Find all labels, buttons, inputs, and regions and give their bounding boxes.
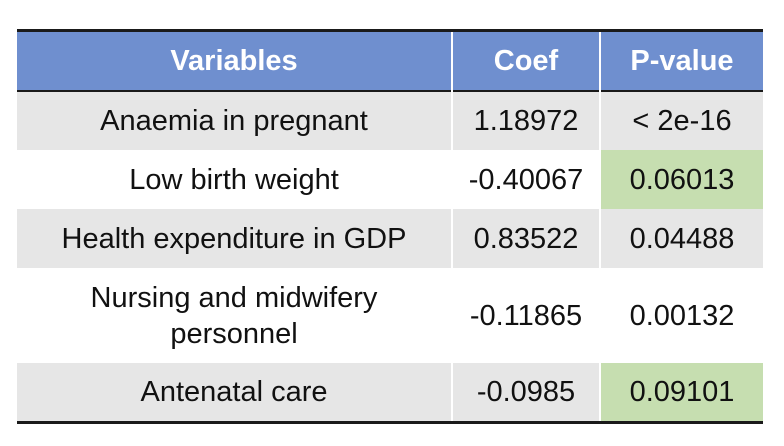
table-row: Nursing and midwifery personnel -0.11865… xyxy=(17,268,763,363)
table-row: Antenatal care -0.0985 0.09101 xyxy=(17,363,763,422)
header-row: Variables Coef P-value xyxy=(17,30,763,91)
variable-cell: Nursing and midwifery personnel xyxy=(17,268,452,363)
table-row: Health expenditure in GDP 0.83522 0.0448… xyxy=(17,209,763,268)
table-row: Low birth weight -0.40067 0.06013 xyxy=(17,150,763,209)
variable-name: Nursing and midwifery personnel xyxy=(90,281,378,350)
header-coef: Coef xyxy=(451,30,600,91)
header-p-value: P-value xyxy=(599,30,763,91)
variable-name: Antenatal care xyxy=(140,375,328,408)
coef-cell: 0.83522 xyxy=(451,209,600,268)
p-value-cell: 0.00132 xyxy=(599,268,763,363)
table-row: Anaemia in pregnant 1.18972 < 2e-16 xyxy=(17,91,763,150)
table-body: Anaemia in pregnant 1.18972 < 2e-16 Low … xyxy=(17,91,763,422)
variable-name: Low birth weight xyxy=(129,163,339,196)
coef-cell: 1.18972 xyxy=(451,91,600,150)
table-header: Variables Coef P-value xyxy=(17,30,763,91)
variable-cell: Antenatal care xyxy=(17,363,452,422)
p-value-cell-highlighted: 0.09101 xyxy=(599,363,763,422)
p-value-cell: < 2e-16 xyxy=(599,91,763,150)
coef-cell: -0.40067 xyxy=(451,150,600,209)
variable-cell: Low birth weight xyxy=(17,150,452,209)
header-variables: Variables xyxy=(17,30,452,91)
regression-table: Variables Coef P-value Anaemia in pregna… xyxy=(17,29,763,424)
variable-cell: Health expenditure in GDP xyxy=(17,209,452,268)
coef-cell: -0.11865 xyxy=(451,268,600,363)
p-value-cell-highlighted: 0.06013 xyxy=(599,150,763,209)
p-value-cell: 0.04488 xyxy=(599,209,763,268)
coef-cell: -0.0985 xyxy=(451,363,600,422)
variable-cell: Anaemia in pregnant xyxy=(17,91,452,150)
variable-name: Anaemia in pregnant xyxy=(100,105,368,137)
variable-name: Health expenditure in GDP xyxy=(61,222,407,255)
